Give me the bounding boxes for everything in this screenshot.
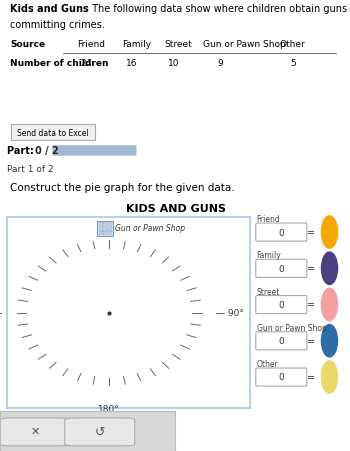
Text: 10: 10: [168, 60, 180, 69]
FancyBboxPatch shape: [256, 296, 307, 314]
FancyBboxPatch shape: [99, 223, 103, 227]
Text: Friend: Friend: [257, 215, 280, 224]
Text: Part:: Part:: [7, 146, 37, 156]
FancyBboxPatch shape: [103, 227, 107, 231]
Circle shape: [321, 289, 337, 321]
FancyBboxPatch shape: [256, 260, 307, 278]
Text: Other: Other: [280, 41, 306, 50]
FancyBboxPatch shape: [103, 231, 107, 235]
Text: =: =: [307, 372, 315, 382]
Text: Friend: Friend: [77, 41, 105, 50]
FancyBboxPatch shape: [256, 368, 307, 386]
Text: Kids and Guns: Kids and Guns: [10, 4, 89, 14]
FancyBboxPatch shape: [97, 221, 113, 237]
Text: Part 1 of 2: Part 1 of 2: [7, 165, 54, 174]
Text: 0: 0: [278, 373, 284, 382]
FancyBboxPatch shape: [0, 418, 70, 446]
Text: Family: Family: [257, 251, 281, 260]
Text: 180°: 180°: [98, 405, 120, 413]
Text: 9: 9: [217, 60, 223, 69]
Text: Family: Family: [122, 41, 152, 50]
Circle shape: [321, 253, 337, 285]
Circle shape: [321, 216, 337, 249]
Text: =: =: [307, 300, 315, 310]
Text: 0: 0: [278, 300, 284, 309]
Text: 0: 0: [278, 264, 284, 273]
FancyBboxPatch shape: [52, 146, 136, 156]
Text: 24: 24: [80, 60, 92, 69]
FancyBboxPatch shape: [99, 227, 103, 231]
Text: 0: 0: [278, 228, 284, 237]
FancyBboxPatch shape: [103, 223, 107, 227]
Text: Street: Street: [257, 287, 280, 296]
Text: Other: Other: [257, 359, 279, 368]
Text: Number of children: Number of children: [10, 60, 109, 69]
Text: 5: 5: [290, 60, 296, 69]
FancyBboxPatch shape: [256, 224, 307, 242]
Text: 16: 16: [126, 60, 138, 69]
FancyBboxPatch shape: [65, 418, 135, 446]
Text: Gun or Pawn Shop: Gun or Pawn Shop: [115, 224, 186, 233]
Text: =: =: [307, 264, 315, 274]
Text: ✕: ✕: [30, 426, 40, 436]
Text: Gun or Pawn Shop: Gun or Pawn Shop: [257, 323, 327, 332]
Text: — 90°: — 90°: [216, 308, 244, 318]
Text: Construct the pie graph for the given data.: Construct the pie graph for the given da…: [10, 183, 235, 193]
Text: 0: 0: [278, 336, 284, 345]
Text: KIDS AND GUNS: KIDS AND GUNS: [126, 204, 226, 214]
Text: ↺: ↺: [94, 425, 105, 437]
Text: Send data to Excel: Send data to Excel: [17, 129, 88, 137]
Text: Street: Street: [164, 41, 192, 50]
Text: committing crimes.: committing crimes.: [10, 20, 105, 30]
Text: Source: Source: [10, 41, 46, 50]
Circle shape: [321, 325, 337, 357]
Text: 0 / 2: 0 / 2: [35, 146, 59, 156]
FancyBboxPatch shape: [256, 332, 307, 350]
Text: 270° —: 270° —: [0, 308, 2, 318]
Text: Gun or Pawn Shop: Gun or Pawn Shop: [203, 41, 286, 50]
FancyBboxPatch shape: [99, 231, 103, 235]
FancyBboxPatch shape: [107, 227, 112, 231]
Circle shape: [321, 361, 337, 393]
Text: =: =: [307, 336, 315, 346]
Text: =: =: [307, 227, 315, 238]
FancyBboxPatch shape: [107, 223, 112, 227]
FancyBboxPatch shape: [107, 231, 112, 235]
Text: The following data show where children obtain guns for: The following data show where children o…: [89, 4, 350, 14]
